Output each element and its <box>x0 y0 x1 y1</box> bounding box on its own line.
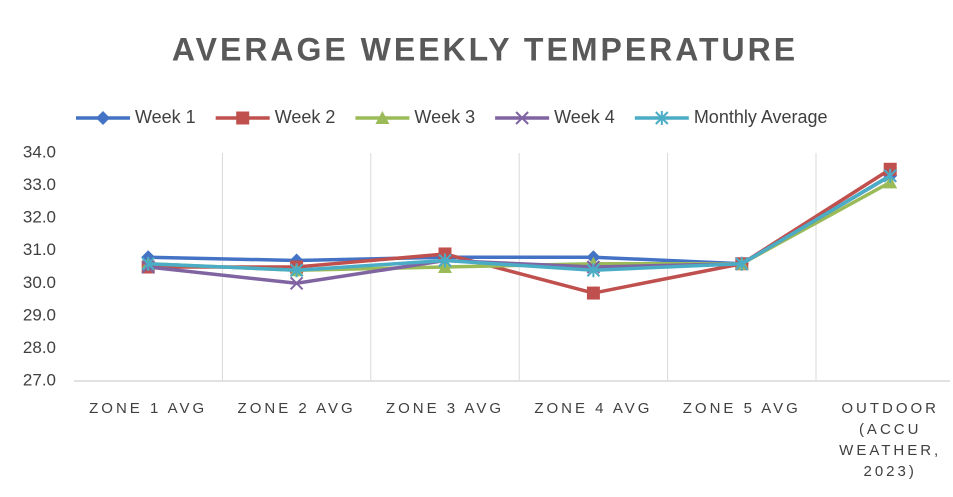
y-tick-label: 28.0 <box>23 338 56 357</box>
legend-label: Week 1 <box>135 107 196 127</box>
legend-label: Week 3 <box>414 107 475 127</box>
marker <box>375 111 390 124</box>
y-tick-label: 33.0 <box>23 175 56 194</box>
legend-label: Week 4 <box>554 107 615 127</box>
legend-label: Monthly Average <box>694 107 828 127</box>
marker <box>883 168 897 183</box>
marker <box>236 111 250 125</box>
legend-label: Week 2 <box>275 107 336 127</box>
marker <box>96 111 110 125</box>
y-tick-label: 32.0 <box>23 208 56 227</box>
x-tick-label: ZONE 2 AVG <box>237 400 356 417</box>
x-tick-label: OUTDOOR (ACCU WEATHER, 2023) <box>839 400 942 480</box>
y-tick-label: 31.0 <box>23 240 56 259</box>
marker <box>586 263 601 278</box>
x-tick-label: ZONE 1 AVG <box>89 400 208 417</box>
series-line <box>148 174 892 273</box>
marker <box>438 253 452 268</box>
y-tick-label: 27.0 <box>23 370 56 389</box>
marker <box>655 111 669 125</box>
x-tick-label: ZONE 5 AVG <box>682 400 801 417</box>
marker <box>586 286 600 300</box>
marker <box>289 263 304 278</box>
marker <box>735 256 749 271</box>
y-tick-label: 30.0 <box>23 273 56 292</box>
marker <box>141 256 155 271</box>
chart-title: AVERAGE WEEKLY TEMPERATURE <box>172 31 798 67</box>
y-tick-label: 34.0 <box>23 142 56 161</box>
x-tick-label: ZONE 4 AVG <box>534 400 653 417</box>
marker <box>289 276 304 290</box>
x-tick-label: ZONE 3 AVG <box>385 400 505 417</box>
marker <box>515 111 529 125</box>
y-tick-label: 29.0 <box>23 305 56 324</box>
